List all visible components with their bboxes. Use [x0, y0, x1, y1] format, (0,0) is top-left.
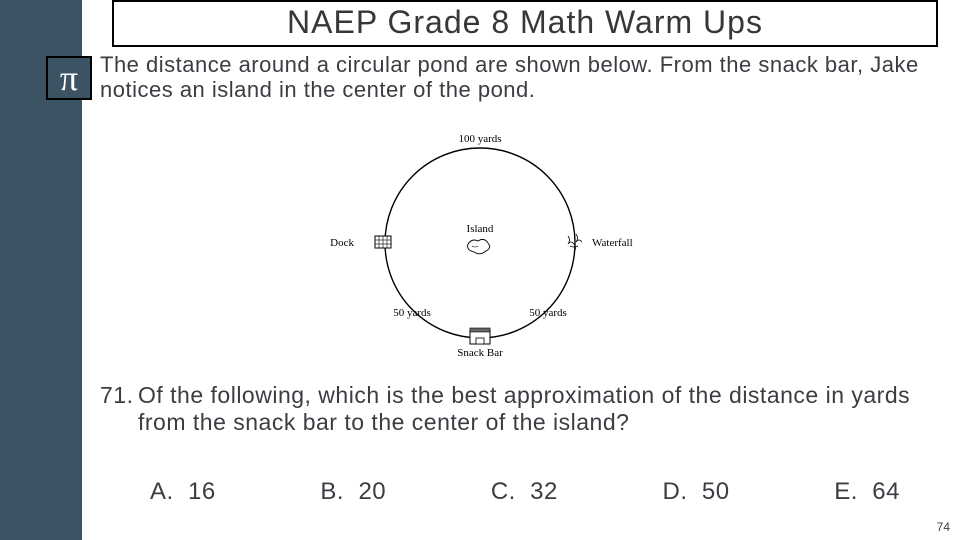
question-number: 71.: [100, 382, 138, 409]
island-icon: [468, 239, 490, 253]
snack-bar-label: Snack Bar: [457, 347, 503, 358]
arc-label-top: 100 yards: [458, 133, 501, 145]
arc-label-left: 50 yards: [393, 307, 431, 319]
choice-e: E. 64: [834, 478, 900, 506]
pi-icon: π: [46, 56, 92, 100]
waterfall-label: Waterfall: [592, 237, 633, 249]
island-label: Island: [467, 223, 494, 235]
choice-d: D. 50: [663, 478, 730, 506]
page-title: NAEP Grade 8 Math Warm Ups: [287, 4, 763, 40]
arc-label-right: 50 yards: [529, 307, 567, 319]
question-block: 71.Of the following, which is the best a…: [100, 382, 938, 436]
choice-b: B. 20: [320, 478, 386, 506]
choice-a: A. 16: [150, 478, 216, 506]
title-box: NAEP Grade 8 Math Warm Ups: [112, 0, 938, 47]
answer-choices: A. 16 B. 20 C. 32 D. 50 E. 64: [150, 478, 940, 506]
intro-text: The distance around a circular pond are …: [100, 52, 948, 103]
choice-c: C. 32: [491, 478, 558, 506]
page-number: 74: [937, 520, 950, 534]
pond-diagram: 100 yards 50 yards 50 yards Dock Waterfa…: [320, 128, 640, 358]
dock-label: Dock: [330, 237, 354, 249]
question-text: Of the following, which is the best appr…: [138, 382, 930, 436]
